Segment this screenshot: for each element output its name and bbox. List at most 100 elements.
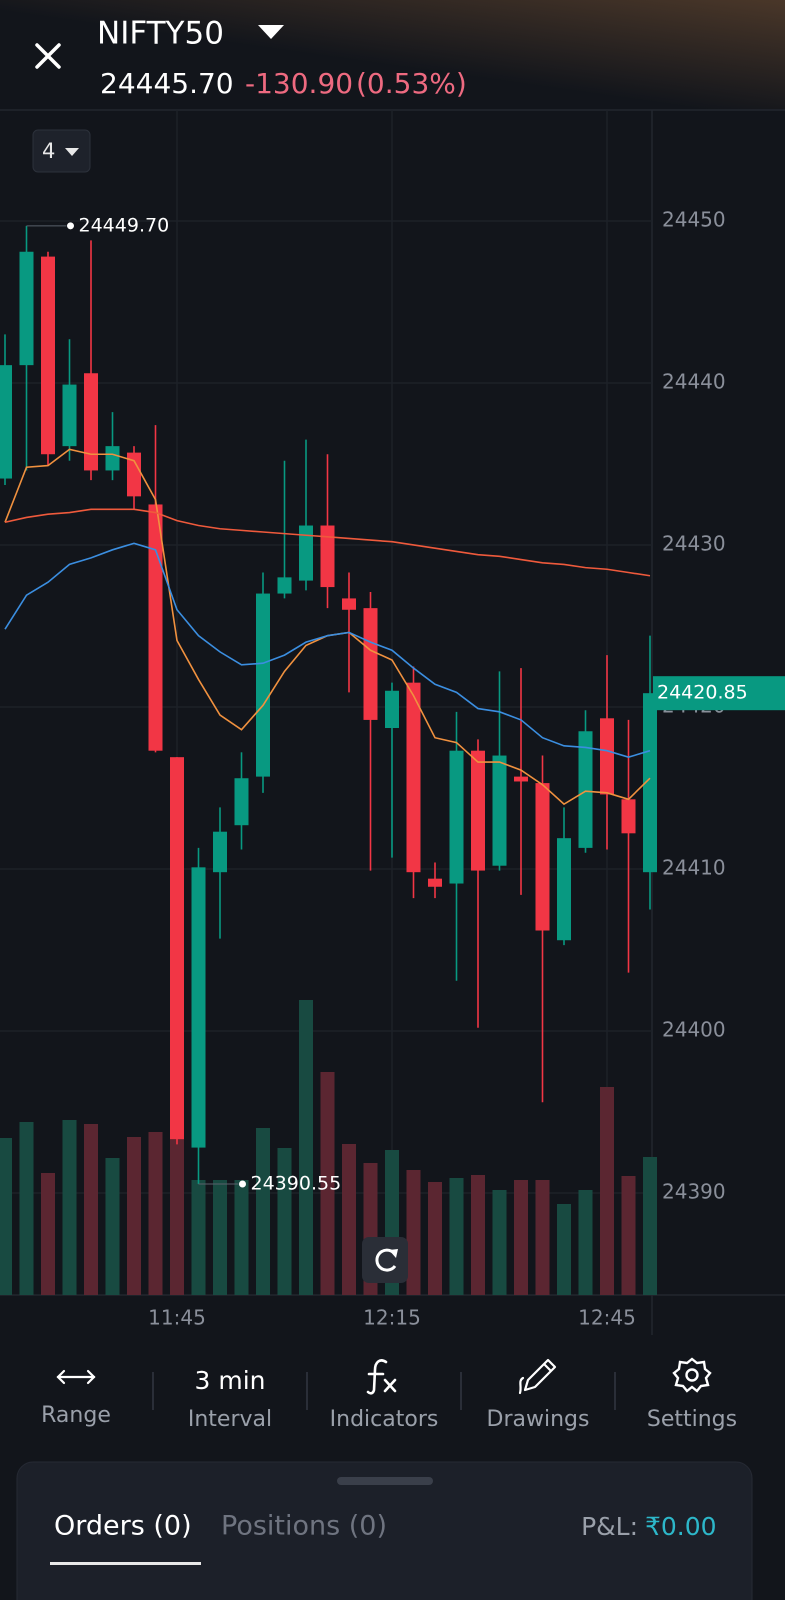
volume-bar <box>105 1158 120 1295</box>
toolbar-separators <box>152 1372 616 1410</box>
pnl-label: P&L: <box>581 1512 638 1541</box>
change-pct: (0.53%) <box>356 67 467 100</box>
bottom-panel <box>16 1461 753 1600</box>
toolbar-value: 3 min <box>195 1366 266 1395</box>
volume-bar <box>514 1180 528 1295</box>
chart: 2439024400244102442024430244402445011:45… <box>0 109 785 1335</box>
volume-bar <box>19 1122 34 1295</box>
candle-body <box>170 757 184 1140</box>
refresh-button[interactable] <box>362 1237 408 1283</box>
volume-bar <box>449 1178 464 1295</box>
symbol[interactable]: NIFTY50 <box>97 16 224 52</box>
header-bg <box>0 0 785 110</box>
volume-bar <box>213 1180 227 1295</box>
candle-body <box>62 384 77 447</box>
toolbar-label[interactable]: Indicators <box>330 1407 439 1432</box>
y-tick-label: 24410 <box>662 855 726 879</box>
moving-average-line <box>4 542 651 759</box>
toolbar-label[interactable]: Settings <box>647 1407 737 1432</box>
candle-body <box>148 504 163 751</box>
annotation-dot <box>239 1180 246 1188</box>
change: -130.90 <box>245 67 353 100</box>
candle-body <box>234 778 249 826</box>
toolbar-label[interactable]: Range <box>41 1403 111 1428</box>
volume-bar <box>342 1144 356 1295</box>
close-button[interactable] <box>35 43 61 69</box>
volume-bar <box>643 1157 657 1295</box>
candle-body <box>342 598 356 610</box>
last-price-label: 24420.85 <box>657 682 748 704</box>
candle-body <box>492 755 507 866</box>
candle-body <box>191 867 206 1148</box>
volume-bar <box>578 1190 593 1295</box>
candle-body <box>19 251 34 366</box>
toolbar: Range 3 min Interval Indicators Drawings Sett… <box>41 1366 737 1432</box>
volume-bar <box>492 1190 507 1295</box>
volume-bar <box>84 1124 98 1295</box>
candle-body <box>428 878 442 887</box>
annotation-dot <box>67 222 74 230</box>
interval-dropdown <box>65 148 79 156</box>
candle-body <box>320 525 335 588</box>
candle-body <box>643 693 657 873</box>
candle-body <box>127 452 141 497</box>
candle-body <box>299 525 313 581</box>
symbol-dropdown[interactable] <box>258 25 284 39</box>
volume-bar <box>557 1204 571 1295</box>
volume-bar <box>234 1180 249 1295</box>
y-tick-label: 24450 <box>662 207 726 231</box>
volume-bar <box>406 1170 421 1295</box>
y-tick-label: 24400 <box>662 1017 726 1041</box>
candle-body <box>535 783 550 931</box>
volume-bar <box>127 1137 141 1295</box>
candle-body <box>277 577 292 594</box>
x-tick-label: 11:45 <box>148 1306 206 1330</box>
candle-body <box>385 690 399 729</box>
y-tick-label: 24390 <box>662 1179 726 1203</box>
annotation-label: 24449.70 <box>79 214 170 236</box>
last-price-tag <box>653 676 785 711</box>
interval-selector-label: 4 <box>42 139 55 163</box>
candle-body <box>256 593 270 777</box>
volume-bar <box>170 1140 184 1295</box>
volume-bar <box>256 1128 270 1295</box>
volume-bar <box>600 1087 614 1295</box>
x-tick-label: 12:45 <box>578 1306 636 1330</box>
volume-bar <box>299 1000 313 1295</box>
refresh-icon <box>375 1248 397 1272</box>
volume-bar <box>191 1180 206 1295</box>
candle-body <box>41 256 55 455</box>
candle-body <box>449 750 464 884</box>
interval-selector[interactable] <box>32 129 91 173</box>
volume-bar <box>0 1138 12 1295</box>
toolbar-label[interactable]: Interval <box>188 1407 272 1432</box>
candle-body <box>0 365 12 479</box>
volume-bar <box>62 1120 77 1295</box>
settings-icon <box>672 1357 712 1393</box>
candle-body <box>514 776 528 782</box>
volume-bar <box>320 1072 335 1295</box>
refresh-arrow <box>389 1249 398 1258</box>
price: 24445.70 <box>100 67 234 100</box>
toolbar-label[interactable]: Drawings <box>487 1407 590 1432</box>
volume-bar <box>41 1173 55 1295</box>
candle-body <box>621 799 636 834</box>
volume-bar <box>428 1182 442 1295</box>
candle-body <box>213 831 227 873</box>
active-tab-underline <box>50 1562 201 1565</box>
candle-body <box>84 373 98 471</box>
candle-body <box>600 718 614 795</box>
orders-tab[interactable]: Orders (0) <box>54 1511 192 1542</box>
pnl-value: ₹0.00 <box>645 1512 717 1541</box>
volume-bar <box>148 1132 163 1295</box>
y-tick-label: 24440 <box>662 369 726 393</box>
annotation-label: 24390.55 <box>251 1173 342 1195</box>
panel-handle[interactable] <box>337 1477 433 1485</box>
volume-bar <box>277 1148 292 1295</box>
candle-body <box>578 731 593 848</box>
candle-body <box>557 838 571 941</box>
positions-tab[interactable]: Positions (0) <box>221 1511 387 1542</box>
y-tick-label: 24430 <box>662 531 726 555</box>
moving-average-line <box>4 508 651 577</box>
